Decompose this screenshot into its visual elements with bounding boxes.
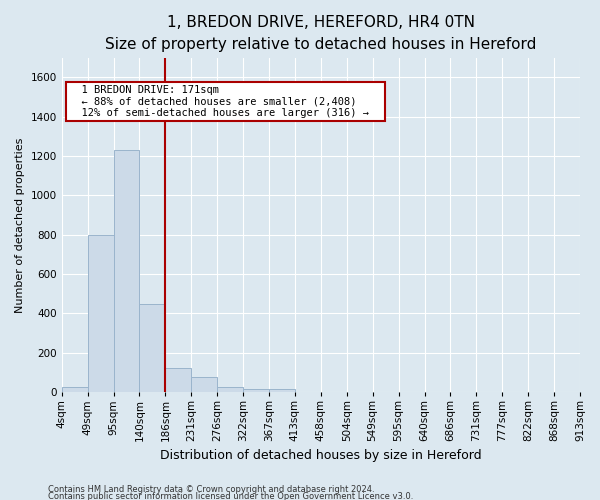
Bar: [217, 386, 243, 392]
Bar: [88, 234, 113, 392]
Bar: [269, 389, 295, 392]
Bar: [191, 378, 217, 392]
Bar: [166, 368, 191, 392]
Y-axis label: Number of detached properties: Number of detached properties: [15, 137, 25, 312]
Text: Contains public sector information licensed under the Open Government Licence v3: Contains public sector information licen…: [48, 492, 413, 500]
Text: 1 BREDON DRIVE: 171sqm  
  ← 88% of detached houses are smaller (2,408)  
  12% : 1 BREDON DRIVE: 171sqm ← 88% of detached…: [70, 85, 382, 118]
Bar: [62, 387, 88, 392]
Bar: [113, 150, 139, 392]
X-axis label: Distribution of detached houses by size in Hereford: Distribution of detached houses by size …: [160, 450, 482, 462]
Title: 1, BREDON DRIVE, HEREFORD, HR4 0TN
Size of property relative to detached houses : 1, BREDON DRIVE, HEREFORD, HR4 0TN Size …: [105, 15, 536, 52]
Bar: [243, 388, 269, 392]
Text: Contains HM Land Registry data © Crown copyright and database right 2024.: Contains HM Land Registry data © Crown c…: [48, 486, 374, 494]
Bar: [139, 304, 166, 392]
